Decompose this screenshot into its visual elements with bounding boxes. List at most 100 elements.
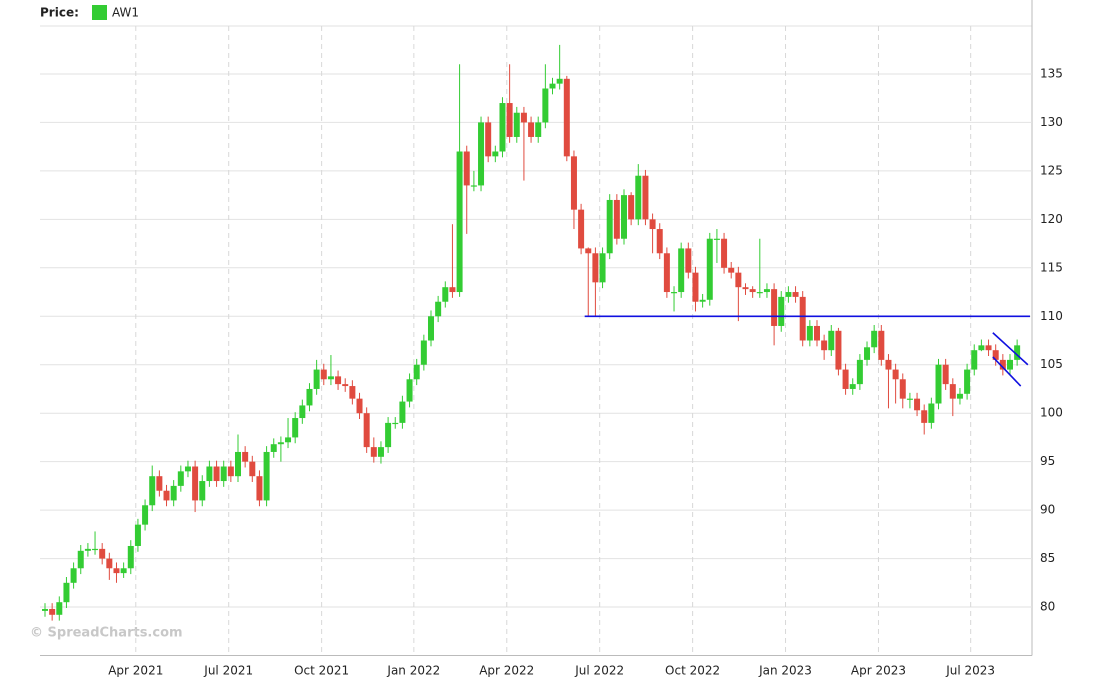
- candle-body: [242, 451, 249, 462]
- candle-body: [513, 112, 520, 137]
- legend-label: AW1: [112, 6, 139, 20]
- candle-body: [235, 451, 241, 477]
- candle-body: [227, 466, 234, 477]
- x-tick-label: Jul 2022: [574, 664, 624, 678]
- candle-body: [63, 582, 70, 603]
- candle-body: [671, 292, 678, 294]
- candle-body: [928, 403, 935, 423]
- candle-body: [392, 422, 399, 425]
- candle-body: [856, 359, 863, 385]
- candle-body: [106, 558, 113, 569]
- candle-body: [606, 199, 613, 254]
- y-tick-label: 130: [1040, 115, 1063, 129]
- candle-body: [470, 185, 477, 187]
- candle-body: [442, 287, 449, 302]
- y-tick-label: 80: [1040, 600, 1055, 614]
- x-tick-label: Jul 2023: [945, 664, 995, 678]
- candle-body: [92, 548, 99, 551]
- candle-body: [270, 444, 277, 452]
- candle-body: [971, 350, 978, 370]
- candle-body: [306, 388, 313, 406]
- candle-body: [663, 253, 670, 293]
- candle-body: [199, 481, 206, 501]
- y-tick-label: 100: [1040, 406, 1063, 420]
- candle-body: [649, 219, 656, 230]
- candle-body: [749, 289, 756, 293]
- candle-body: [478, 122, 485, 186]
- candle-body: [792, 292, 799, 297]
- x-tick-label: Apr 2023: [851, 664, 906, 678]
- candle-body: [485, 122, 492, 157]
- candle-body: [449, 287, 456, 293]
- candle-body: [713, 238, 720, 240]
- candle-body: [492, 151, 499, 157]
- x-tick-label: Apr 2021: [108, 664, 163, 678]
- candle-body: [742, 287, 749, 290]
- candle-body: [542, 88, 549, 123]
- candle-body: [420, 340, 427, 365]
- candle-body: [399, 401, 406, 423]
- candle-body: [578, 209, 585, 249]
- y-tick-label: 85: [1040, 551, 1055, 565]
- candle-body: [263, 451, 270, 501]
- y-tick-label: 105: [1040, 357, 1063, 371]
- candle-body: [184, 466, 191, 472]
- candle-body: [70, 568, 77, 583]
- candle-body: [949, 384, 956, 399]
- candle-body: [506, 103, 513, 137]
- candle-body: [549, 83, 556, 89]
- candle-body: [599, 253, 606, 283]
- candle-body: [249, 461, 256, 477]
- candle-body: [999, 359, 1006, 370]
- candle-body: [499, 103, 506, 152]
- candle-body: [120, 568, 127, 574]
- candle-body: [370, 447, 377, 457]
- candle-body: [821, 340, 828, 351]
- candle-body: [864, 347, 871, 360]
- candle-body: [149, 476, 156, 506]
- candle-body: [620, 195, 627, 239]
- candle-body: [313, 369, 320, 389]
- candle-body: [635, 175, 642, 220]
- candle-body: [170, 485, 177, 501]
- candle-body: [699, 299, 706, 302]
- candle-body: [692, 272, 699, 302]
- candle-body: [813, 325, 820, 341]
- candle-body: [763, 289, 770, 293]
- candle-body: [463, 151, 470, 186]
- candle-body: [320, 369, 327, 380]
- y-tick-label: 135: [1040, 66, 1063, 80]
- candle-body: [156, 476, 163, 491]
- legend-swatch: [92, 5, 107, 20]
- x-tick-label: Jul 2021: [203, 664, 253, 678]
- candle-body: [206, 466, 213, 482]
- candle-body: [806, 325, 813, 341]
- x-tick-label: Apr 2022: [479, 664, 534, 678]
- x-tick-label: Oct 2021: [294, 664, 349, 678]
- candle-body: [871, 330, 878, 348]
- candle-body: [828, 330, 835, 351]
- y-tick-label: 110: [1040, 309, 1063, 323]
- candle-body: [778, 296, 785, 326]
- candle-body: [921, 410, 928, 423]
- candle-body: [113, 568, 120, 574]
- candle-body: [299, 405, 306, 419]
- candle-body: [556, 78, 563, 84]
- candle-body: [728, 267, 735, 273]
- candle-body: [177, 471, 184, 486]
- candle-body: [134, 524, 141, 546]
- candle-body: [585, 248, 592, 254]
- y-tick-label: 95: [1040, 454, 1055, 468]
- candle-body: [771, 289, 778, 326]
- y-tick-label: 120: [1040, 212, 1063, 226]
- candle-body: [735, 272, 742, 288]
- candle-body: [528, 122, 535, 137]
- candle-body: [849, 384, 856, 389]
- y-tick-label: 115: [1040, 260, 1063, 274]
- candle-body: [906, 398, 913, 400]
- candle-body: [685, 248, 692, 273]
- candle-body: [878, 330, 885, 360]
- candle-body: [756, 292, 763, 294]
